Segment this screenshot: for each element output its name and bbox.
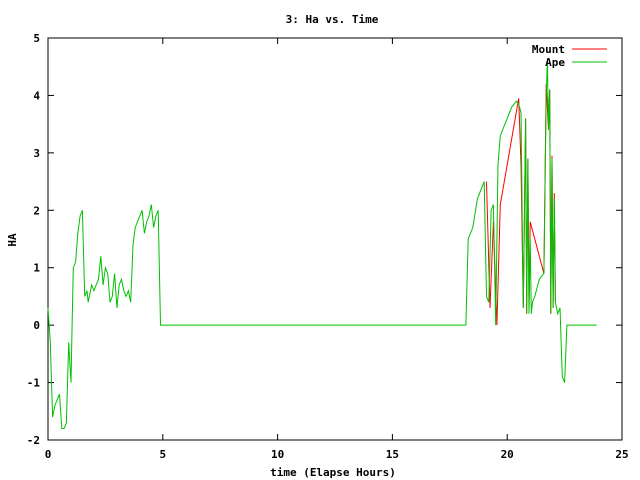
y-tick-label: -1 [27, 377, 41, 390]
y-tick-label: 2 [33, 204, 40, 217]
y-axis-label: HA [6, 233, 19, 247]
y-tick-label: 4 [33, 89, 40, 102]
legend-label-mount: Mount [532, 43, 565, 56]
y-tick-label: 5 [33, 32, 40, 45]
x-tick-label: 10 [271, 448, 284, 461]
x-axis-label: time (Elapse Hours) [270, 466, 396, 479]
y-tick-label: 0 [33, 319, 40, 332]
x-tick-label: 0 [45, 448, 52, 461]
x-tick-label: 20 [501, 448, 514, 461]
plot-frame [47, 37, 623, 441]
x-tick-label: 25 [615, 448, 628, 461]
x-tick-label: 15 [386, 448, 399, 461]
legend-label-ape: Ape [545, 56, 565, 69]
y-tick-label: 1 [33, 262, 40, 275]
axis-ticks: 0 5 10 15 20 25 -2 -1 0 1 2 3 4 5 [27, 32, 629, 461]
series-group [47, 60, 597, 429]
series-line-ape [47, 60, 597, 429]
x-tick-label: 5 [159, 448, 166, 461]
y-tick-label: 3 [33, 147, 40, 160]
y-tick-label: -2 [27, 434, 40, 447]
chart-title: 3: Ha vs. Time [286, 13, 379, 26]
